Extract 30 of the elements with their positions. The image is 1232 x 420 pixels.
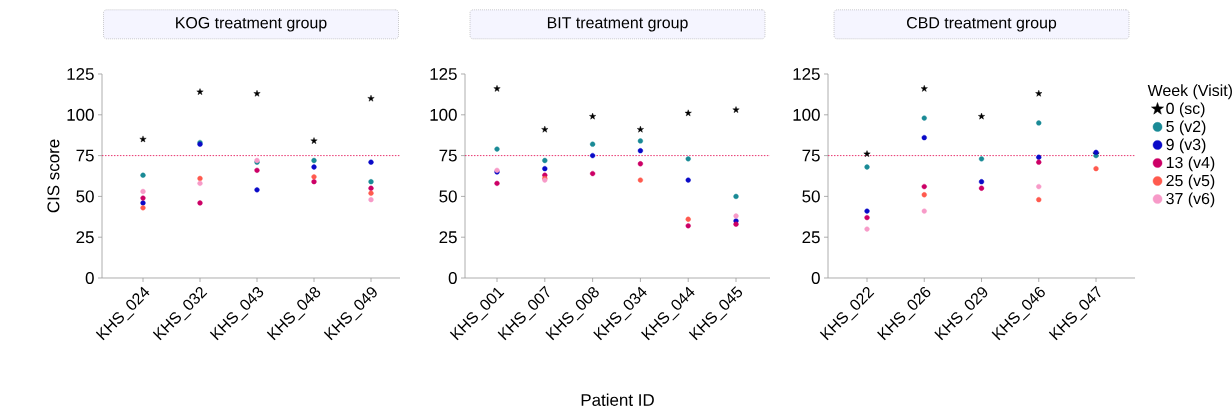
y-tick-label: 125 [67, 68, 94, 80]
legend-label: 37 (v6) [1166, 192, 1215, 208]
y-tick-label: 100 [793, 108, 820, 121]
y-tick-label: 125 [430, 68, 457, 80]
chart-title: KOG treatment group [176, 17, 327, 32]
chart-title: CBD treatment group [907, 17, 1057, 32]
y-tick-label: 25 [802, 231, 820, 244]
y-tick-label: 0 [85, 272, 94, 284]
y-tick-label: 50 [76, 190, 94, 203]
legend-label: 25 (v5) [1166, 174, 1215, 190]
y-tick-label: 75 [76, 149, 94, 162]
chart-title: BIT treatment group [547, 17, 688, 32]
legend-label: 9 (v3) [1166, 138, 1206, 154]
legend-title: Week (Visit) [1147, 84, 1232, 100]
y-tick-label: 0 [448, 272, 457, 284]
legend-label: 0 (sc) [1166, 102, 1205, 118]
legend-label: 5 (v2) [1166, 120, 1206, 136]
y-tick-label: 100 [430, 108, 457, 121]
y-tick-label: 50 [439, 190, 457, 203]
y-tick-label: 0 [811, 272, 820, 284]
legend-label: 13 (v4) [1166, 156, 1215, 172]
y-tick-label: 50 [802, 190, 820, 203]
y-tick-label: 25 [76, 231, 94, 244]
y-axis-title: CIS score [47, 139, 60, 213]
y-tick-label: 75 [802, 149, 820, 162]
y-tick-label: 75 [439, 149, 457, 162]
y-tick-label: 125 [793, 68, 820, 80]
y-tick-label: 100 [67, 108, 94, 121]
x-axis-title: Patient ID [581, 393, 654, 406]
y-tick-label: 25 [439, 231, 457, 244]
